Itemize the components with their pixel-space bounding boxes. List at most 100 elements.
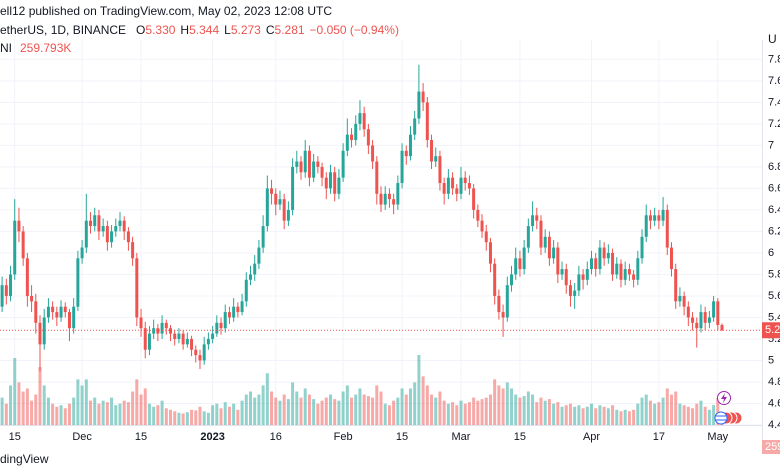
y-tick-label: 6.2 bbox=[768, 225, 780, 237]
volume-bar bbox=[699, 400, 703, 425]
candle-body bbox=[396, 183, 400, 205]
candle-body bbox=[425, 102, 429, 141]
x-tick-label: 16 bbox=[270, 431, 282, 443]
volume-bar bbox=[131, 391, 135, 425]
x-tick-label: May bbox=[707, 431, 728, 443]
candle-body bbox=[219, 322, 223, 329]
volume-bar bbox=[84, 379, 88, 425]
candle-body bbox=[232, 306, 236, 318]
volume-bar bbox=[181, 413, 185, 425]
candle-body bbox=[598, 247, 602, 270]
grid bbox=[0, 40, 762, 426]
x-tick-label: Feb bbox=[334, 431, 353, 443]
volume-bar bbox=[598, 405, 602, 425]
y-tick-label: 6.8 bbox=[768, 161, 780, 173]
volume-bar bbox=[232, 403, 236, 425]
volume-bar bbox=[564, 405, 568, 425]
volume-bar bbox=[669, 394, 673, 425]
volume-bar bbox=[480, 399, 484, 425]
candle-body bbox=[194, 349, 198, 356]
volume-bar bbox=[379, 391, 383, 425]
candle-body bbox=[417, 91, 421, 119]
candle-body bbox=[307, 150, 311, 178]
volume-value: 259.793K bbox=[20, 41, 71, 55]
volume-bar bbox=[118, 403, 122, 425]
volume-bar bbox=[375, 385, 379, 425]
candle-body bbox=[147, 333, 151, 350]
volume-bar bbox=[240, 400, 244, 425]
volume-bar bbox=[211, 405, 215, 425]
volume-bar bbox=[333, 399, 337, 425]
volume-bar bbox=[177, 412, 181, 425]
volume-bar bbox=[55, 406, 59, 425]
volume-bar bbox=[493, 379, 497, 425]
volume-bar bbox=[712, 405, 716, 425]
volume-bar bbox=[665, 388, 669, 425]
x-tick-label: 15 bbox=[135, 431, 147, 443]
volume-bar bbox=[505, 382, 509, 425]
y-tick-label: 5 bbox=[768, 354, 774, 366]
candle-body bbox=[227, 312, 231, 318]
x-tick-label: 15 bbox=[9, 431, 21, 443]
candle-body bbox=[89, 220, 93, 227]
volume-bar bbox=[526, 391, 530, 425]
flag-icon[interactable] bbox=[714, 411, 728, 425]
candle-body bbox=[366, 129, 370, 146]
footer-bg bbox=[0, 448, 780, 470]
volume-bar bbox=[514, 394, 518, 425]
candle-body bbox=[476, 209, 480, 221]
candle-body bbox=[657, 215, 661, 221]
volume-bar bbox=[404, 394, 408, 425]
volume-bar bbox=[678, 403, 682, 425]
volume-bar bbox=[0, 397, 4, 425]
x-tick-label: Mar bbox=[452, 431, 471, 443]
candle-body bbox=[682, 295, 686, 307]
y-tick-label: 4.4 bbox=[768, 419, 780, 431]
candle-body bbox=[712, 301, 716, 318]
volume-bar bbox=[190, 409, 194, 425]
candle-body bbox=[505, 285, 509, 318]
volume-bar bbox=[13, 358, 17, 425]
candle-body bbox=[699, 312, 703, 329]
volume-bar bbox=[472, 397, 476, 425]
candle-body bbox=[526, 226, 530, 248]
candle-body bbox=[547, 236, 551, 259]
volume-name: NI bbox=[0, 41, 12, 55]
volume-bar bbox=[568, 403, 572, 425]
footer: dingView bbox=[0, 452, 49, 466]
volume-bar bbox=[307, 394, 311, 425]
candle-body bbox=[160, 322, 164, 334]
y-tick-label: 5.4 bbox=[768, 311, 780, 323]
candle-body bbox=[333, 172, 337, 194]
volume-bar bbox=[535, 402, 539, 425]
volume-bar bbox=[585, 406, 589, 425]
volume-bar bbox=[362, 394, 366, 425]
volume-bar bbox=[274, 397, 278, 425]
candle-body bbox=[606, 252, 610, 259]
volume-bar bbox=[80, 385, 84, 425]
volume-bar bbox=[556, 402, 560, 425]
candle-body bbox=[84, 220, 88, 248]
volume-bar bbox=[716, 397, 720, 425]
ohlc-name: H bbox=[180, 23, 189, 37]
volume-bar bbox=[122, 400, 126, 425]
volume-bar bbox=[97, 403, 101, 425]
volume-bar bbox=[632, 409, 636, 425]
candle-body bbox=[72, 306, 76, 329]
volume-bar bbox=[611, 405, 615, 425]
volume-bar bbox=[686, 406, 690, 425]
volume-bar bbox=[366, 396, 370, 425]
last-price-label: 5.281 bbox=[765, 324, 780, 336]
candle-body bbox=[274, 193, 278, 205]
volume-bar bbox=[110, 397, 114, 425]
candle-body bbox=[143, 328, 147, 350]
candle-body bbox=[408, 134, 412, 157]
volume-bar bbox=[101, 400, 105, 425]
volume-bar bbox=[164, 408, 168, 425]
volume-bar bbox=[497, 385, 501, 425]
volume-bar bbox=[640, 397, 644, 425]
candle-body bbox=[337, 177, 341, 194]
candle-body bbox=[455, 188, 459, 194]
volume-bar bbox=[147, 403, 151, 425]
candle-body bbox=[463, 177, 467, 184]
